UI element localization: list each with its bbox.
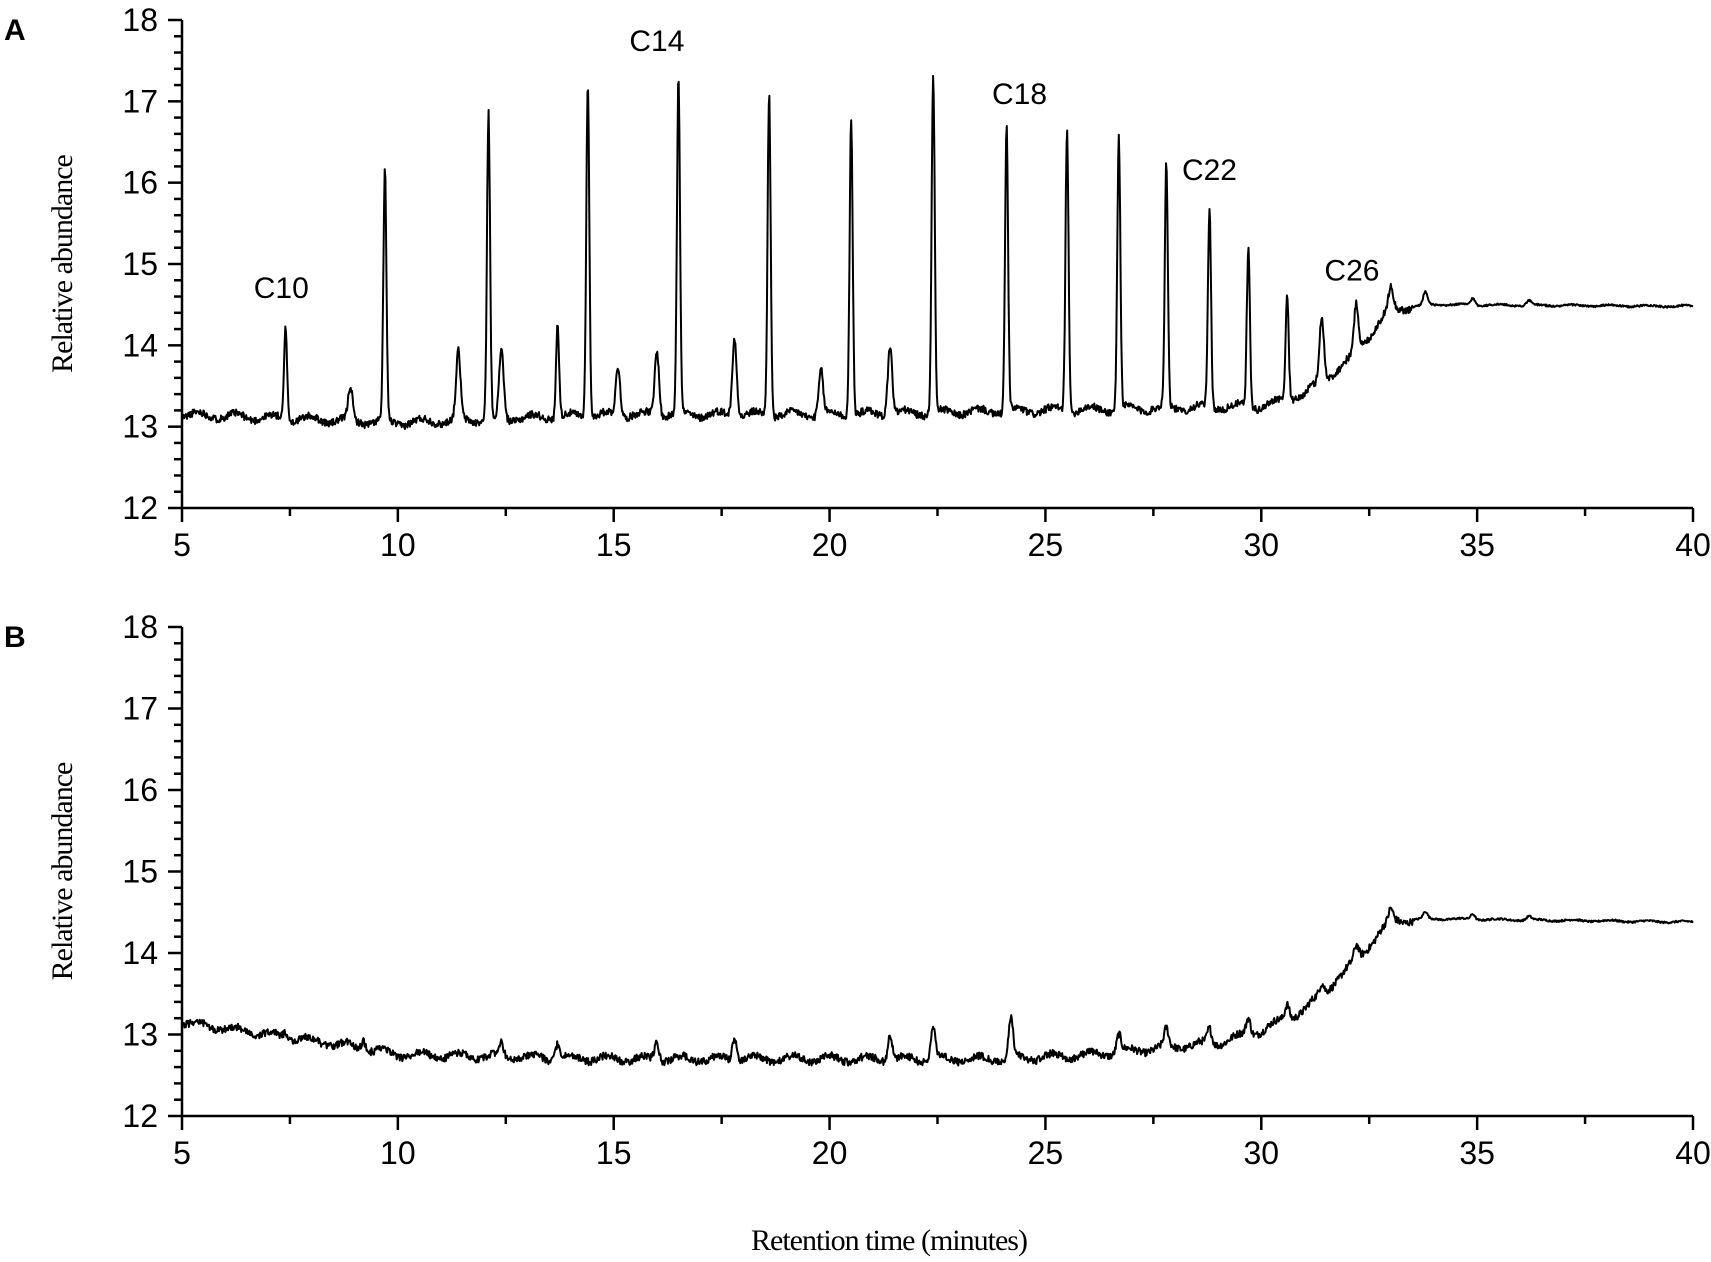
peak-point — [890, 1032, 891, 1033]
y-tick-label: 14 — [122, 327, 158, 363]
x-axis-title: Retention time (minutes) — [751, 1224, 1027, 1257]
y-tick-label: 16 — [122, 165, 158, 201]
y-axis-title: Relative abundance — [46, 154, 79, 372]
panel-letter: B — [4, 621, 26, 654]
peak-annotation: C22 — [1182, 154, 1237, 187]
y-tick-label: 15 — [122, 246, 158, 282]
x-tick-label: 15 — [596, 527, 632, 563]
y-axis-title: Relative abundance — [46, 762, 79, 980]
peak-annotation: C26 — [1324, 254, 1379, 287]
peak-point — [656, 349, 657, 350]
x-tick-label: 20 — [812, 1135, 848, 1171]
peak-point — [285, 325, 286, 326]
x-tick-label: 30 — [1243, 1135, 1279, 1171]
x-tick-label: 5 — [173, 1135, 191, 1171]
y-tick-label: 12 — [122, 1098, 158, 1134]
y-tick-label: 13 — [122, 1017, 158, 1053]
peak-annotation: C14 — [629, 25, 684, 58]
peak-point — [587, 78, 588, 79]
x-tick-label: 40 — [1675, 1135, 1711, 1171]
peak-point — [734, 335, 735, 336]
x-tick-label: 15 — [596, 1135, 632, 1171]
y-tick-label: 18 — [122, 609, 158, 645]
y-tick-label: 18 — [122, 2, 158, 38]
panel-b: B Relative abundance 12 13 14 15 16 17 18 5 10 15 20… — [4, 609, 1711, 1171]
x-tick-label: 35 — [1459, 1135, 1495, 1171]
x-tick-label: 10 — [380, 1135, 416, 1171]
x-tick-label: 10 — [380, 527, 416, 563]
peak-point — [890, 342, 891, 343]
peak-point — [1209, 207, 1210, 208]
y-tick-label: 17 — [122, 83, 158, 119]
peak-point — [618, 365, 619, 366]
chromatogram-trace — [181, 906, 1694, 1067]
panel-a: A Relative abundance 12 13 14 15 16 17 18 5 10 15 20… — [4, 2, 1711, 563]
y-tick-label: 13 — [122, 409, 158, 445]
x-tick-label: 35 — [1459, 527, 1495, 563]
y-tick-label: 12 — [122, 490, 158, 526]
x-tick-label: 30 — [1243, 527, 1279, 563]
peak-point — [734, 1034, 735, 1035]
peak-point — [851, 113, 852, 114]
panel-letter: A — [4, 14, 26, 47]
y-tick-label: 14 — [122, 935, 158, 971]
y-tick-label: 15 — [122, 854, 158, 890]
peak-point — [933, 72, 934, 73]
y-tick-label: 17 — [122, 691, 158, 727]
peak-annotation: C10 — [254, 272, 309, 305]
y-tick-label: 16 — [122, 772, 158, 808]
peak-point — [557, 322, 558, 323]
x-tick-label: 40 — [1675, 527, 1711, 563]
x-tick-label: 5 — [173, 527, 191, 563]
peak-point — [1248, 246, 1249, 247]
peak-point — [769, 90, 770, 91]
x-tick-label: 25 — [1028, 527, 1064, 563]
x-tick-label: 20 — [812, 527, 848, 563]
peak-point — [1287, 292, 1288, 293]
peak-point — [1067, 125, 1068, 126]
peak-annotation: C18 — [992, 78, 1047, 111]
peak-point — [678, 76, 679, 77]
x-tick-label: 25 — [1028, 1135, 1064, 1171]
chromatogram-trace — [181, 74, 1694, 430]
